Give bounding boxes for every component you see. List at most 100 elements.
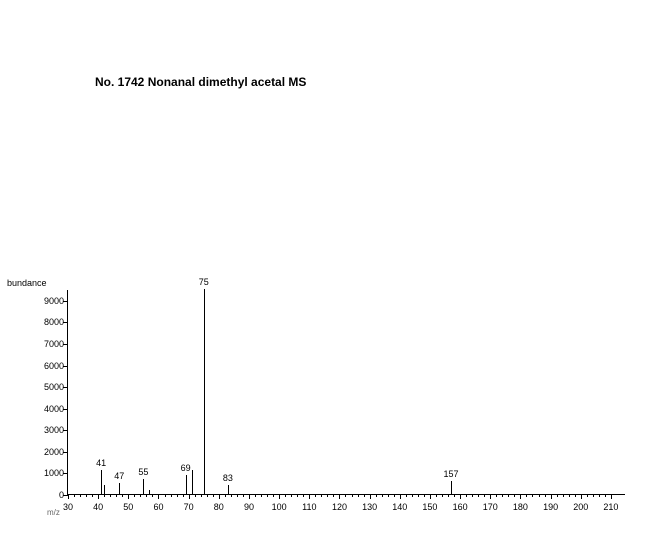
x-minor-tick <box>92 494 93 497</box>
x-minor-tick <box>116 494 117 497</box>
chart-title: No. 1742 Nonanal dimethyl acetal MS <box>95 75 306 89</box>
x-tick-label: 210 <box>603 502 618 512</box>
x-minor-tick <box>321 494 322 497</box>
x-minor-tick <box>394 494 395 497</box>
spectrum-peak <box>101 470 102 494</box>
x-minor-tick <box>358 494 359 497</box>
x-minor-tick <box>104 494 105 497</box>
x-minor-tick <box>261 494 262 497</box>
x-tick <box>189 494 190 499</box>
x-minor-tick <box>605 494 606 497</box>
x-tick-label: 140 <box>392 502 407 512</box>
x-minor-tick <box>303 494 304 497</box>
x-minor-tick <box>267 494 268 497</box>
x-minor-tick <box>436 494 437 497</box>
x-tick <box>68 494 69 499</box>
spectrum-peak <box>104 485 105 494</box>
x-tick-label: 190 <box>543 502 558 512</box>
x-minor-tick <box>539 494 540 497</box>
x-minor-tick <box>424 494 425 497</box>
x-tick <box>430 494 431 499</box>
x-minor-tick <box>285 494 286 497</box>
x-minor-tick <box>412 494 413 497</box>
x-minor-tick <box>140 494 141 497</box>
x-minor-tick <box>593 494 594 497</box>
peak-label: 83 <box>223 473 233 483</box>
x-minor-tick <box>382 494 383 497</box>
peak-label: 69 <box>181 463 191 473</box>
x-tick-label: 180 <box>513 502 528 512</box>
x-minor-tick <box>183 494 184 497</box>
x-tick <box>279 494 280 499</box>
spectrum-peak <box>451 481 452 494</box>
x-minor-tick <box>195 494 196 497</box>
x-minor-tick <box>364 494 365 497</box>
peak-label: 55 <box>138 467 148 477</box>
x-tick-label: 50 <box>123 502 133 512</box>
x-minor-tick <box>327 494 328 497</box>
x-minor-tick <box>496 494 497 497</box>
x-tick <box>370 494 371 499</box>
x-tick <box>581 494 582 499</box>
x-tick-label: 200 <box>573 502 588 512</box>
x-minor-tick <box>587 494 588 497</box>
x-minor-tick <box>478 494 479 497</box>
x-minor-tick <box>406 494 407 497</box>
y-tick-label: 1000 <box>36 468 64 478</box>
x-minor-tick <box>171 494 172 497</box>
peak-label: 75 <box>199 277 209 287</box>
x-axis-name: m/z <box>47 508 60 517</box>
y-tick-label: 9000 <box>36 296 64 306</box>
x-minor-tick <box>110 494 111 497</box>
x-minor-tick <box>225 494 226 497</box>
x-tick-label: 80 <box>214 502 224 512</box>
x-minor-tick <box>297 494 298 497</box>
x-minor-tick <box>165 494 166 497</box>
x-minor-tick <box>575 494 576 497</box>
x-minor-tick <box>291 494 292 497</box>
x-tick-label: 60 <box>153 502 163 512</box>
plot-area: m/z 010002000300040005000600070008000900… <box>67 290 625 495</box>
x-minor-tick <box>80 494 81 497</box>
x-minor-tick <box>376 494 377 497</box>
x-tick <box>128 494 129 499</box>
x-tick <box>309 494 310 499</box>
x-tick <box>249 494 250 499</box>
x-tick <box>219 494 220 499</box>
y-tick-label: 5000 <box>36 382 64 392</box>
x-tick <box>611 494 612 499</box>
x-tick-label: 100 <box>272 502 287 512</box>
x-minor-tick <box>466 494 467 497</box>
ms-chart: bundance m/z 010002000300040005000600070… <box>35 290 630 520</box>
x-minor-tick <box>231 494 232 497</box>
x-minor-tick <box>526 494 527 497</box>
x-minor-tick <box>315 494 316 497</box>
x-minor-tick <box>388 494 389 497</box>
x-minor-tick <box>134 494 135 497</box>
x-tick-label: 150 <box>422 502 437 512</box>
x-tick-label: 40 <box>93 502 103 512</box>
peak-label: 47 <box>114 471 124 481</box>
x-minor-tick <box>484 494 485 497</box>
x-minor-tick <box>418 494 419 497</box>
x-minor-tick <box>146 494 147 497</box>
x-tick <box>98 494 99 499</box>
x-tick <box>520 494 521 499</box>
x-minor-tick <box>333 494 334 497</box>
y-tick-label: 7000 <box>36 339 64 349</box>
y-axis-title: bundance <box>7 278 47 288</box>
x-minor-tick <box>514 494 515 497</box>
x-minor-tick <box>122 494 123 497</box>
x-tick <box>400 494 401 499</box>
x-tick <box>551 494 552 499</box>
x-minor-tick <box>74 494 75 497</box>
spectrum-peak <box>204 289 205 494</box>
x-tick <box>460 494 461 499</box>
x-tick-label: 70 <box>184 502 194 512</box>
x-tick <box>339 494 340 499</box>
x-minor-tick <box>213 494 214 497</box>
x-minor-tick <box>345 494 346 497</box>
x-minor-tick <box>273 494 274 497</box>
x-minor-tick <box>243 494 244 497</box>
spectrum-peak <box>192 470 193 494</box>
